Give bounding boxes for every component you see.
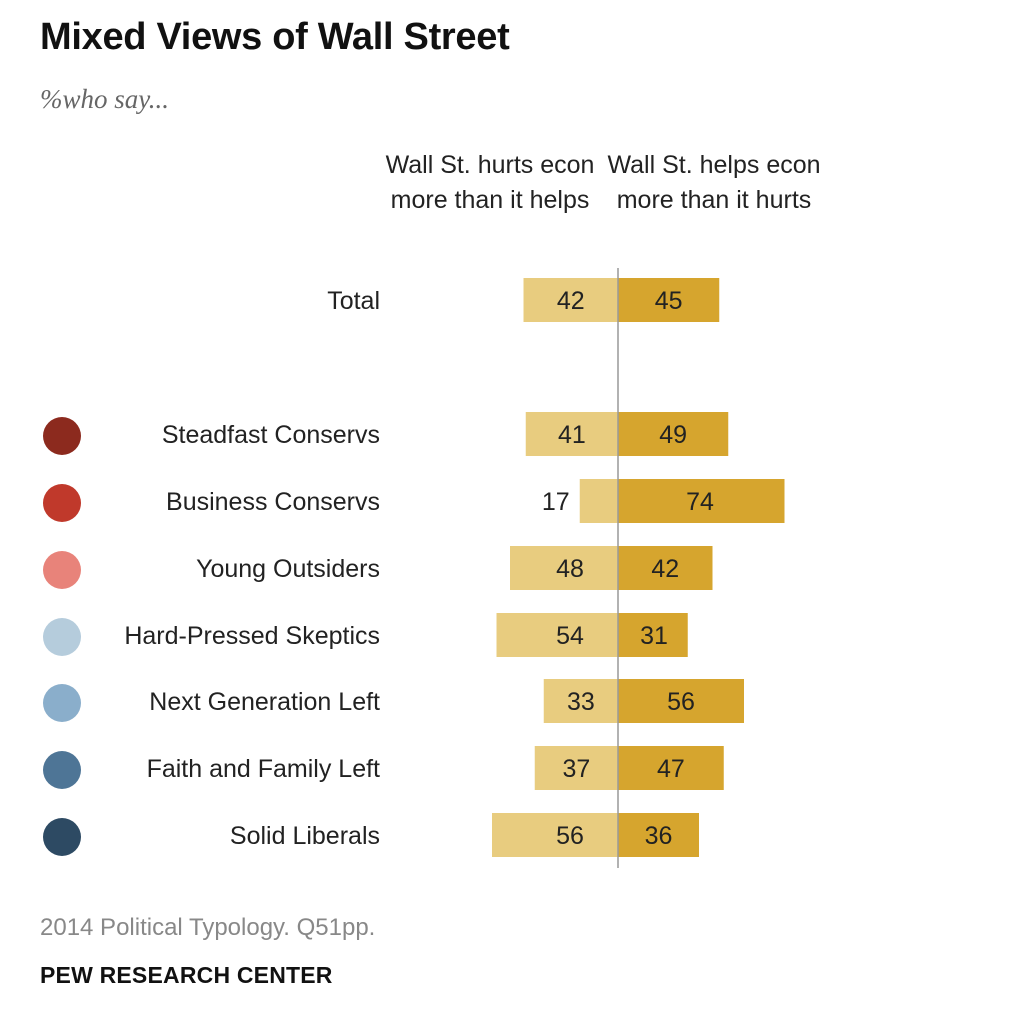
value-label-helps: 49 [659,421,687,449]
bar-hurts [510,546,618,590]
category-label: Next Generation Left [149,688,380,716]
value-label-helps: 47 [657,755,685,783]
category-label: Young Outsiders [196,555,380,583]
category-marker-dot [43,684,81,722]
value-label-helps: 31 [640,622,668,650]
value-label-hurts: 56 [556,822,584,850]
category-marker-dot [43,751,81,789]
bar-hurts [523,278,618,322]
bar-hurts [543,679,618,723]
bar-hurts [579,479,618,523]
bar-hurts [534,746,618,790]
value-label-helps: 45 [655,287,683,315]
value-label-hurts: 37 [562,755,590,783]
value-label-helps: 36 [645,822,673,850]
bar-helps [618,278,720,322]
category-marker-dot [43,818,81,856]
value-label-helps: 74 [686,488,714,516]
value-label-hurts: 54 [556,622,584,650]
bar-helps [618,412,729,456]
column-header-hurts: Wall St. hurts econ more than it helps [385,151,595,214]
value-label-helps: 42 [651,555,679,583]
column-header-helps: Wall St. helps econ more than it hurts [607,151,821,214]
category-label: Total [327,287,380,315]
category-label: Steadfast Conservs [162,421,380,449]
chart-title: Mixed Views of Wall Street [40,16,510,58]
category-marker-dot [43,551,81,589]
category-label: Business Conservs [166,488,380,516]
value-label-hurts: 17 [542,488,570,516]
category-label: Solid Liberals [230,822,380,850]
bar-helps [618,613,688,657]
chart-subtitle: %who say... [40,84,170,114]
category-label: Hard-Pressed Skeptics [124,622,380,650]
category-marker-dot [43,618,81,656]
value-label-hurts: 41 [558,421,586,449]
category-marker-dot [43,484,81,522]
category-marker-dot [43,417,81,455]
value-label-hurts: 42 [557,287,585,315]
bar-helps [618,546,713,590]
source-note: 2014 Political Typology. Q51pp. [40,914,376,941]
value-label-helps: 56 [667,688,695,716]
category-label: Faith and Family Left [147,755,380,783]
brand-label: PEW RESEARCH CENTER [40,962,333,988]
value-label-hurts: 33 [567,688,595,716]
bar-helps [618,813,699,857]
bar-hurts [496,613,618,657]
bar-helps [618,679,744,723]
bar-hurts [492,813,618,857]
bar-helps [618,479,785,523]
bar-hurts [525,412,618,456]
value-label-hurts: 48 [556,555,584,583]
bar-helps [618,746,724,790]
